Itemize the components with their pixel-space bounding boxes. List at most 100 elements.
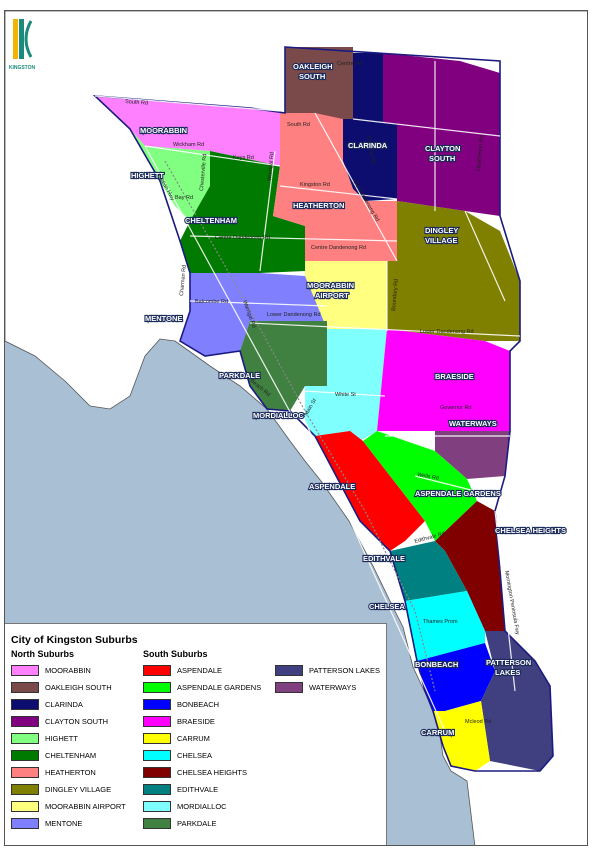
- map-frame: Centre Rd South Rd South Rd Wickham Rd K…: [4, 10, 588, 846]
- region-aspendale-gardens: [363, 431, 477, 541]
- legend-swatch: [275, 665, 303, 676]
- legend-swatch: [143, 716, 171, 727]
- legend-swatch: [11, 733, 39, 744]
- region-edithvale: [390, 541, 467, 601]
- suburb-labels: MOORABBIN OAKLEIGH SOUTH CLARINDA CLAYTO…: [130, 61, 567, 738]
- road-label: Governor Rd: [440, 405, 472, 411]
- label-chelsea: CHELSEA: [369, 602, 405, 611]
- legend-swatch: [11, 716, 39, 727]
- label-heatherton: HEATHERTON: [293, 201, 344, 210]
- legend-item: WATERWAYS: [275, 679, 380, 696]
- legend-label: DINGLEY VILLAGE: [45, 785, 112, 794]
- label-bonbeach: BONBEACH: [415, 660, 458, 669]
- road-label: Wells Rd: [417, 472, 440, 482]
- road-label: Warrigal Rd: [267, 152, 275, 181]
- label-moorabbin: MOORABBIN: [140, 126, 187, 135]
- kingston-map: Centre Rd South Rd South Rd Wickham Rd K…: [5, 11, 587, 845]
- legend-swatch: [143, 750, 171, 761]
- road-label: Mcleod Rd: [465, 719, 491, 725]
- legend-swatch: [11, 767, 39, 778]
- legend-item: HEATHERTON: [11, 764, 126, 781]
- legend-swatch: [143, 818, 171, 829]
- legend-swatch: [11, 818, 39, 829]
- region-clarinda: [343, 53, 397, 201]
- label-braeside: BRAESIDE: [435, 372, 474, 381]
- legend-item: CHELTENHAM: [11, 747, 126, 764]
- legend-item: ASPENDALE GARDENS: [143, 679, 261, 696]
- legend-label: ASPENDALE GARDENS: [177, 683, 262, 692]
- region-highett: [130, 129, 210, 221]
- road-label: Wickham Rd: [173, 142, 204, 148]
- road-label: Lower Dandenong Rd: [420, 329, 474, 335]
- legend-title: City of Kingston Suburbs: [11, 634, 138, 646]
- railway-line: [164, 160, 436, 692]
- label-mordialloc: MORDIALLOC: [253, 411, 304, 420]
- legend-item: CHELSEA HEIGHTS: [143, 764, 261, 781]
- road-label: South Rd: [125, 99, 148, 107]
- legend-label: ASPENDALE: [177, 666, 223, 675]
- legend-swatch: [143, 699, 171, 710]
- label-moorabbin-airport: MOORABBIN: [307, 281, 354, 290]
- legend-south-heading: South Suburbs: [143, 649, 208, 659]
- label-clayton-south-2: SOUTH: [429, 154, 455, 163]
- legend-north-heading: North Suburbs: [11, 649, 74, 659]
- road-label: Kingston Rd: [300, 182, 330, 188]
- legend-panel: City of Kingston Suburbs North Suburbs S…: [5, 623, 387, 845]
- region-oakleigh-south: [285, 47, 353, 119]
- road-label: Clarinda Rd: [365, 135, 376, 165]
- label-highett: HIGHETT: [131, 171, 164, 180]
- road-label: Balcombe Rd: [195, 299, 228, 305]
- label-parkdale: PARKDALE: [219, 371, 260, 380]
- legend-label: CLAYTON SOUTH: [45, 717, 109, 726]
- legend-swatch: [11, 699, 39, 710]
- region-moorabbin: [95, 96, 280, 166]
- label-patterson-lakes: PATTERSON: [486, 658, 531, 667]
- legend-label: HIGHETT: [45, 734, 78, 743]
- label-aspendale-gardens: ASPENDALE GARDENS: [415, 489, 501, 498]
- legend-label: MENTONE: [45, 819, 83, 828]
- legend-label: PATTERSON LAKES: [309, 666, 380, 675]
- kingston-logo: KINGSTON: [7, 15, 37, 75]
- legend-swatch: [11, 665, 39, 676]
- legend-item: MENTONE: [11, 815, 126, 832]
- label-oakleigh-south: OAKLEIGH: [293, 62, 333, 71]
- region-aspendale: [315, 431, 425, 551]
- legend-label: HEATHERTON: [45, 768, 96, 777]
- road-label: Lower Dandenong Rd: [267, 312, 321, 318]
- legend-item: MOORABBIN: [11, 662, 126, 679]
- region-chelsea: [405, 591, 485, 661]
- road-label: Chesterville Rd: [199, 153, 208, 191]
- legend-item: DINGLEY VILLAGE: [11, 781, 126, 798]
- legend-label: OAKLEIGH SOUTH: [45, 683, 112, 692]
- legend-swatch: [11, 784, 39, 795]
- road-label: White St: [335, 392, 356, 398]
- legend-item: PARKDALE: [143, 815, 261, 832]
- legend-swatch: [11, 801, 39, 812]
- legend-item: MORDIALLOC: [143, 798, 261, 815]
- legend-item: CLAYTON SOUTH: [11, 713, 126, 730]
- legend-label: CHELSEA HEIGHTS: [177, 768, 248, 777]
- label-moorabbin-airport-2: AIRPORT: [315, 291, 349, 300]
- legend-label: MOORABBIN: [45, 666, 91, 675]
- label-mentone: MENTONE: [145, 314, 182, 323]
- road-label: Keys Rd: [233, 155, 254, 161]
- label-patterson-lakes-2: LAKES: [495, 668, 520, 677]
- region-parkdale: [240, 321, 327, 411]
- legend-item: CHELSEA: [143, 747, 261, 764]
- road-label: Centre Dandenong Rd: [311, 245, 366, 251]
- legend-item: ASPENDALE: [143, 662, 261, 679]
- municipal-boundary: [92, 46, 554, 772]
- legend-item: CARRUM: [143, 730, 261, 747]
- legend-south-list: ASPENDALE ASPENDALE GARDENS BONBEACH BRAESI…: [143, 662, 261, 832]
- legend-swatch: [11, 682, 39, 693]
- legend-item: PATTERSON LAKES: [275, 662, 380, 679]
- logo-mark-icon: KINGSTON: [9, 19, 36, 71]
- road-label: Bay Rd: [175, 195, 193, 201]
- region-mordialloc: [305, 329, 387, 441]
- road-network: [94, 61, 521, 732]
- legend-label: MORDIALLOC: [177, 802, 227, 811]
- legend-label: CARRUM: [177, 734, 210, 743]
- region-waterways: [435, 431, 510, 479]
- legend-swatch: [143, 767, 171, 778]
- legend-item: CLARINDA: [11, 696, 126, 713]
